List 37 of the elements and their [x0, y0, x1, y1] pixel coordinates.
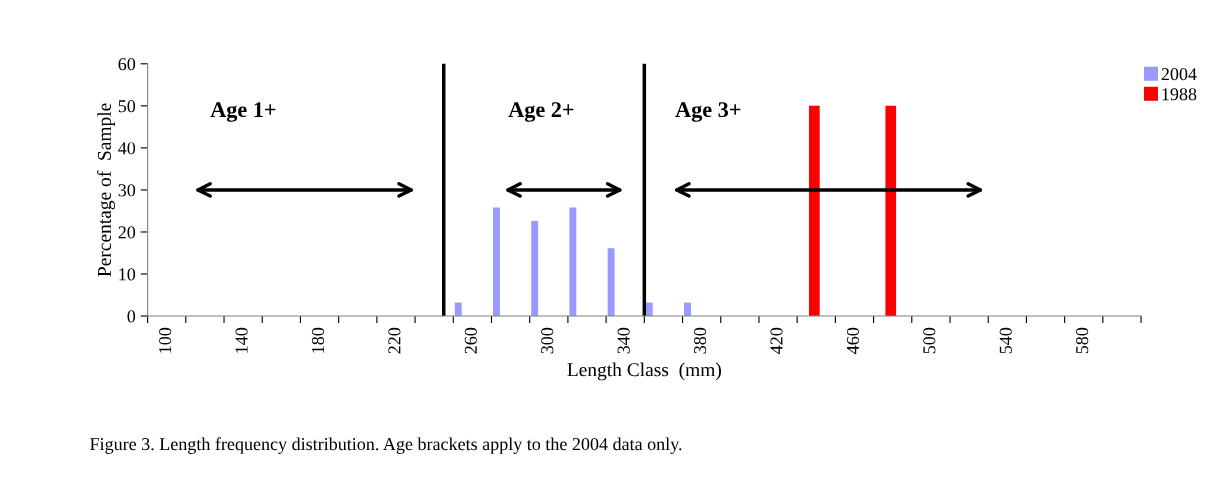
- x-tick-label: 500: [923, 327, 936, 354]
- x-tick-label: 220: [388, 327, 401, 354]
- y-tick-label: 30: [118, 184, 136, 197]
- bar: [493, 207, 500, 317]
- bar: [645, 302, 653, 317]
- x-tick-label: 180: [311, 327, 325, 353]
- bar: [684, 302, 691, 317]
- annotation: Age 1+: [210, 102, 276, 122]
- x-tick-label: 340: [617, 327, 630, 354]
- x-axis-title: Length Class (mm): [567, 362, 721, 381]
- y-axis-title: Percentage of Sample: [97, 103, 115, 277]
- y-tick-label: 10: [119, 268, 136, 281]
- caption: Figure 3. Length frequency distribution. Age brackets apply to the 2004 data only.: [90, 437, 682, 454]
- y-tick-label: 20: [118, 226, 136, 239]
- y-tick-label: 0: [127, 310, 136, 323]
- annotation: Age 3+: [675, 102, 741, 122]
- x-tick-label: 300: [541, 327, 554, 354]
- x-tick-label: 580: [1076, 327, 1089, 354]
- x-tick-label: 420: [770, 327, 783, 354]
- annotation: Age 2+: [508, 102, 574, 122]
- x-tick-label: 540: [999, 327, 1012, 354]
- x-tick-label: 100: [159, 327, 172, 353]
- y-tick-label: 40: [118, 142, 136, 155]
- x-tick-label: 460: [846, 327, 859, 354]
- bar: [569, 207, 577, 317]
- legend-label: 1988: [1162, 88, 1197, 101]
- x-tick-label: 380: [693, 327, 707, 354]
- x-tick-label: 260: [464, 327, 477, 354]
- bar: [885, 105, 897, 317]
- bar: [607, 248, 615, 317]
- bar: [809, 105, 820, 317]
- bar: [454, 302, 462, 317]
- y-tick-label: 50: [118, 100, 136, 113]
- bar: [531, 221, 539, 317]
- legend-label: 2004: [1161, 68, 1197, 81]
- x-tick-label: 140: [235, 327, 248, 353]
- y-tick-label: 60: [118, 58, 136, 71]
